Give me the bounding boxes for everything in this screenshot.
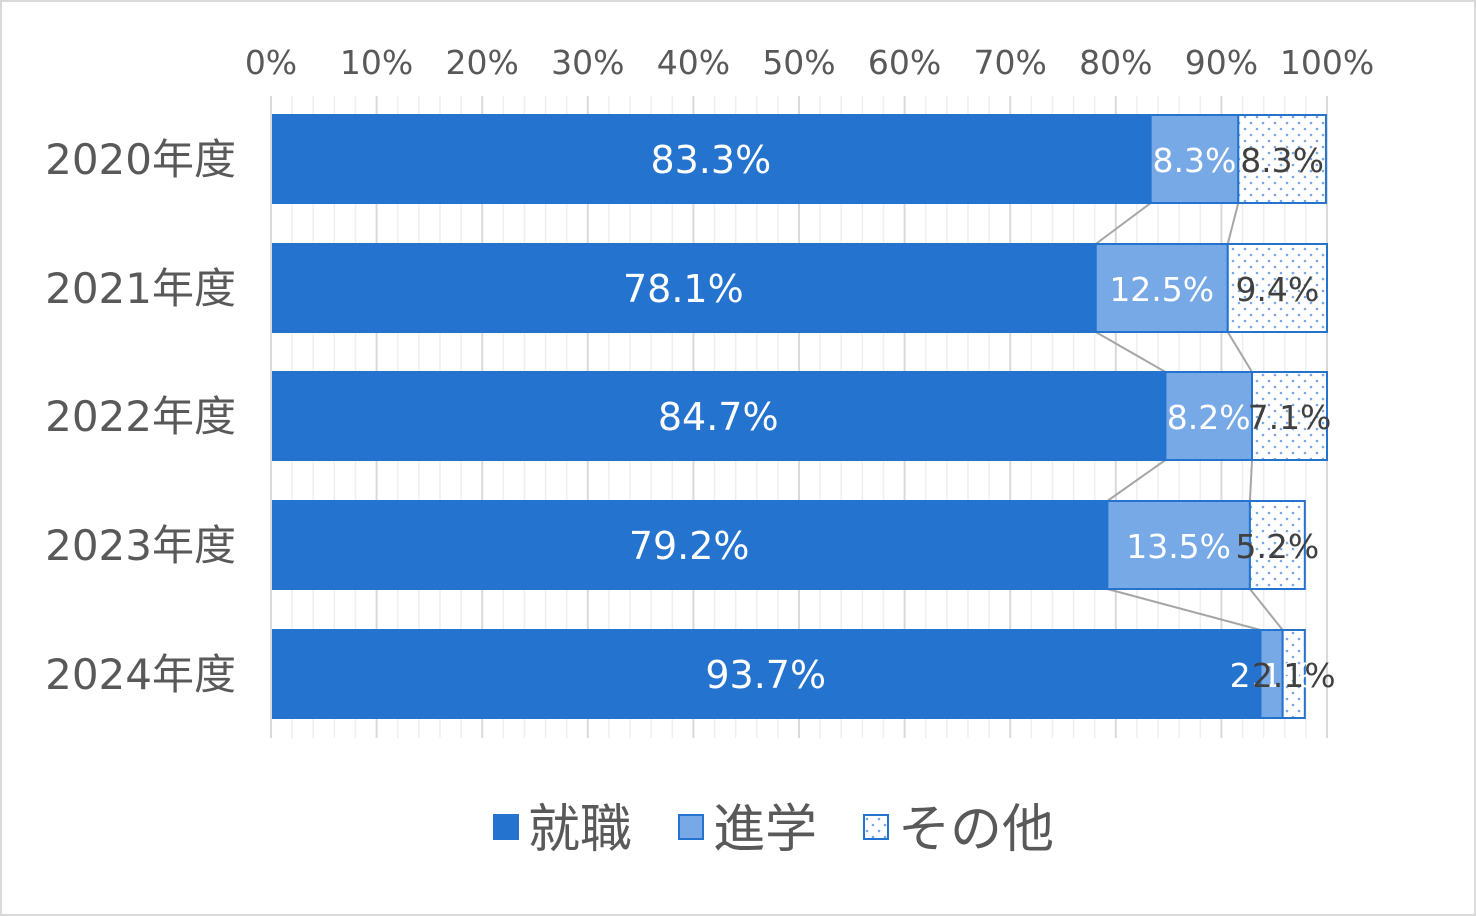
x-tick-label: 90% — [1185, 43, 1258, 82]
bar-segment-3 — [1281, 629, 1306, 719]
data-label: 2.1% — [1252, 656, 1336, 695]
x-tick-label: 40% — [657, 43, 730, 82]
legend-label: 進学 — [713, 800, 817, 860]
category-label: 2023年度 — [45, 521, 236, 570]
bar-segment-1 — [270, 371, 1167, 461]
category-label: 2022年度 — [45, 392, 236, 441]
x-tick-label: 100% — [1280, 43, 1374, 82]
x-tick-label: 60% — [868, 43, 941, 82]
x-tick-label: 20% — [446, 43, 519, 82]
data-label: 7.1% — [1248, 398, 1332, 437]
bar-segment-2 — [1164, 371, 1254, 461]
x-tick-label: 0% — [245, 43, 297, 82]
category-label: 2021年度 — [45, 264, 236, 313]
data-label: 93.7% — [705, 653, 826, 697]
bar-segment-3 — [1237, 114, 1327, 204]
x-tick-label: 10% — [340, 43, 413, 82]
series-line — [1107, 588, 1261, 631]
bar-segment-1 — [270, 500, 1109, 590]
legend-swatch — [863, 814, 889, 840]
data-label: 79.2% — [629, 524, 750, 568]
x-tick-label: 70% — [974, 43, 1047, 82]
series-line — [1095, 331, 1166, 373]
data-label: 78.1% — [623, 267, 744, 311]
x-tick-label: 80% — [1079, 43, 1152, 82]
data-label: 2.1% — [1230, 656, 1314, 695]
series-line — [1095, 202, 1152, 245]
x-tick-label: 50% — [762, 43, 835, 82]
bar-segment-3 — [1226, 243, 1328, 333]
bar-segment-3 — [1251, 371, 1329, 461]
data-label: 12.5% — [1109, 270, 1214, 309]
legend-label: その他 — [898, 800, 1054, 860]
data-label: 5.2% — [1235, 527, 1319, 566]
legend-label: 就職 — [528, 800, 632, 860]
bar-segment-1 — [270, 243, 1097, 333]
bar-segment-1 — [270, 114, 1152, 204]
series-line — [1226, 331, 1253, 373]
data-label: 84.7% — [658, 395, 779, 439]
legend-swatch — [493, 814, 519, 840]
series-line — [1248, 459, 1254, 502]
data-label: 8.3% — [1153, 141, 1237, 180]
category-label: 2020年度 — [45, 135, 236, 184]
series-line — [1226, 202, 1240, 245]
data-label: 8.3% — [1240, 141, 1324, 180]
series-line — [1106, 459, 1167, 502]
legend-swatch — [678, 814, 704, 840]
data-label: 9.4% — [1235, 270, 1319, 309]
data-label: 8.2% — [1167, 398, 1251, 437]
data-label: 83.3% — [650, 138, 771, 182]
category-label: 2024年度 — [45, 650, 236, 699]
bar-segment-2 — [1094, 243, 1229, 333]
x-tick-label: 30% — [551, 43, 624, 82]
bar-segment-3 — [1248, 500, 1306, 590]
series-line — [1249, 588, 1284, 631]
data-label: 13.5% — [1126, 527, 1231, 566]
